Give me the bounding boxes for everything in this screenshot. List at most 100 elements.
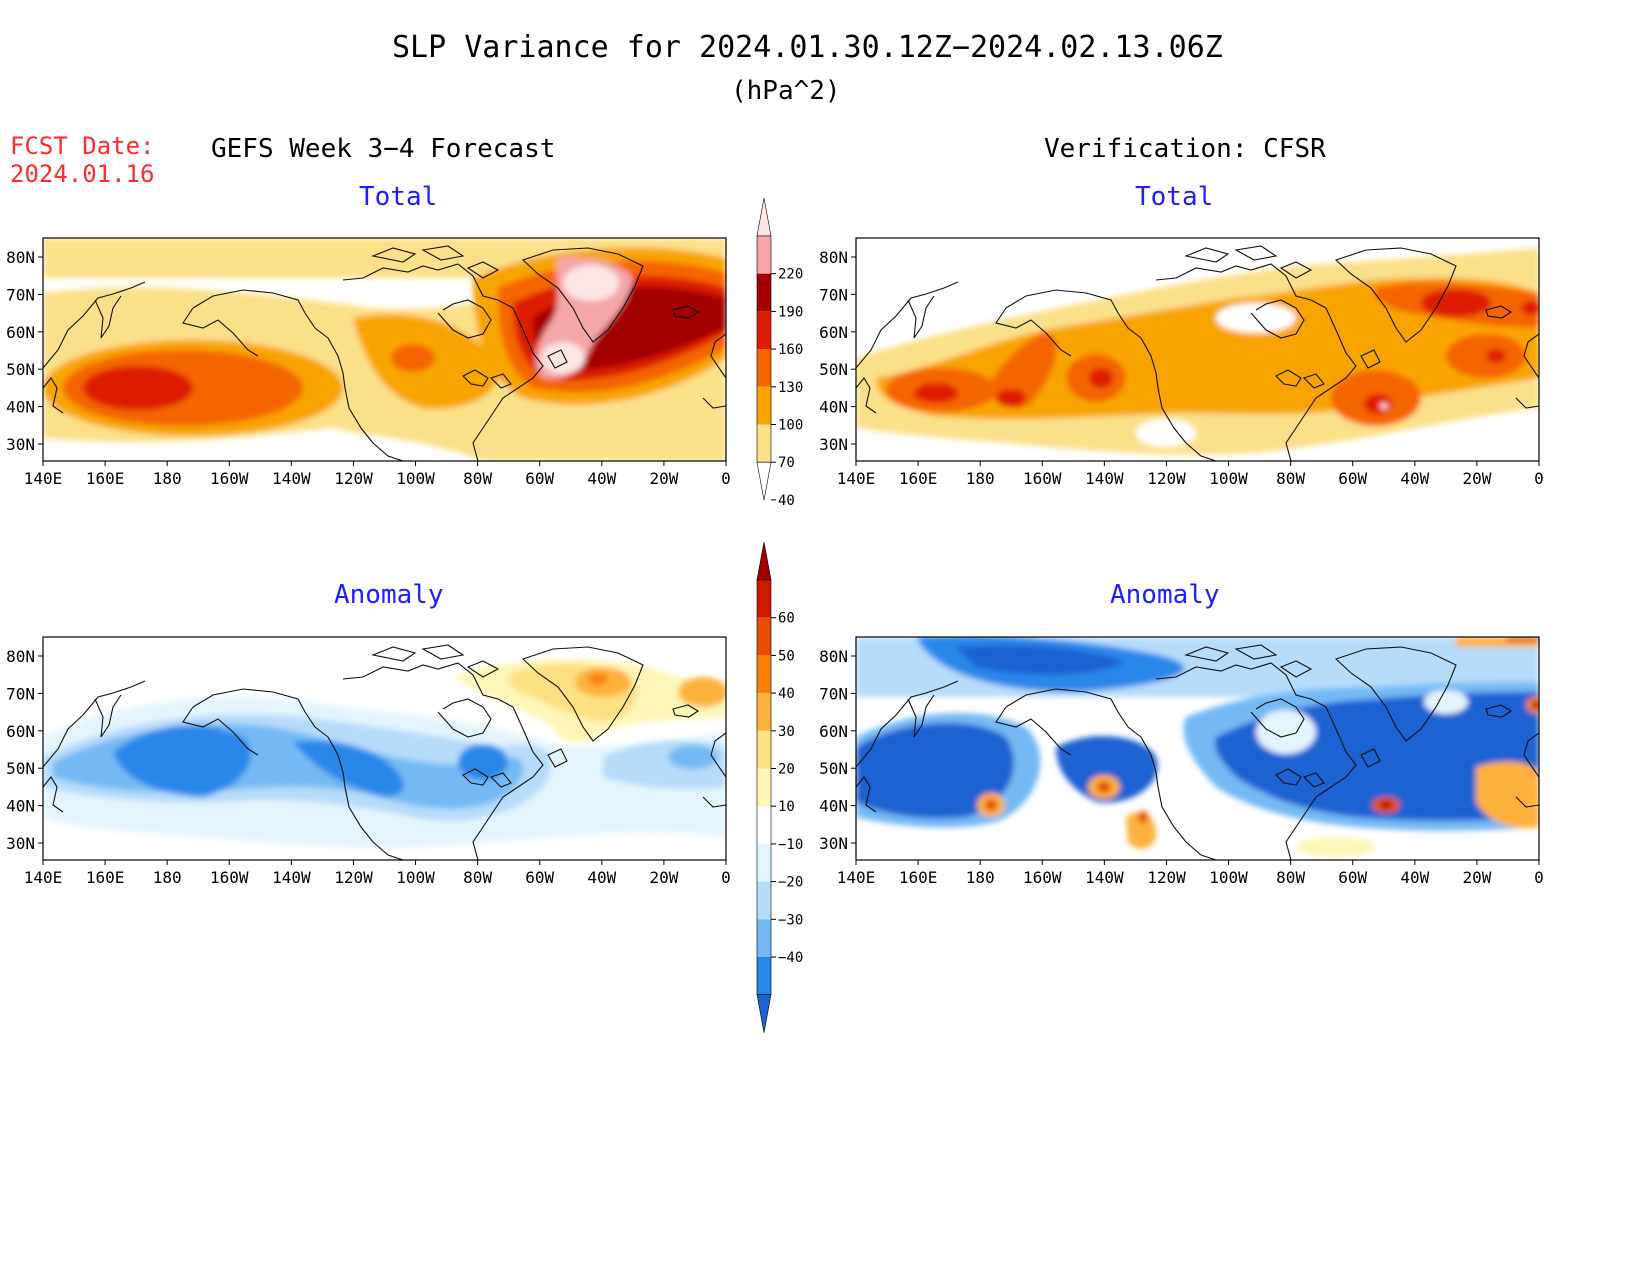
lon-tick-label: 140E — [24, 469, 63, 488]
lon-tick-label: 40W — [1400, 469, 1429, 488]
lon-tick-label: 80W — [463, 469, 492, 488]
panel-title-forecast-total: Total — [359, 182, 438, 212]
lon-tick-label: 160E — [86, 469, 125, 488]
colorbar-level-label: 50 — [778, 648, 795, 664]
map-forecast-anomaly — [42, 636, 727, 861]
colorbar-segment — [757, 957, 771, 995]
colorbar-level-label: −30 — [778, 912, 803, 928]
map-verification-total — [855, 237, 1540, 462]
forecast-heading: GEFS Week 3−4 Forecast — [211, 134, 556, 164]
lon-tick-label: 140W — [1085, 469, 1124, 488]
colorbar-segment — [757, 768, 771, 807]
lon-tick-label: 160E — [899, 469, 938, 488]
lon-tick-label: 100W — [1209, 868, 1248, 887]
lat-tick-label: 30N — [819, 435, 848, 454]
lon-tick-label: 60W — [1338, 868, 1367, 887]
lon-tick-label: 120W — [1147, 469, 1186, 488]
lon-tick-label: 0 — [721, 868, 731, 887]
lon-tick-label: 40W — [1400, 868, 1429, 887]
lon-tick-label: 160E — [86, 868, 125, 887]
lon-tick-label: 100W — [396, 469, 435, 488]
colorbar-level-label: 40 — [778, 493, 795, 509]
lon-tick-label: 160W — [210, 469, 249, 488]
lon-tick-label: 120W — [334, 868, 373, 887]
lon-tick-label: 100W — [1209, 469, 1248, 488]
lon-tick-label: 160W — [1023, 868, 1062, 887]
lat-tick-label: 30N — [6, 435, 35, 454]
lon-tick-label: 160W — [210, 868, 249, 887]
colorbar-extend-top — [756, 541, 772, 581]
lat-tick-label: 80N — [6, 248, 35, 267]
lon-tick-label: 160E — [899, 868, 938, 887]
colorbar-segment — [757, 424, 771, 463]
colorbar-level-label: 60 — [778, 611, 795, 627]
lon-tick-label: 140W — [1085, 868, 1124, 887]
colorbar-level-label: −40 — [778, 950, 803, 966]
colorbar-level-label: 220 — [778, 267, 803, 283]
colorbar-level-label: 70 — [778, 455, 795, 471]
panel-title-forecast-anomaly: Anomaly — [334, 580, 444, 610]
lat-tick-label: 40N — [6, 797, 35, 816]
panel-title-verification-total: Total — [1135, 182, 1214, 212]
fcst-date-label: FCST Date: — [10, 132, 155, 160]
lon-tick-label: 80W — [463, 868, 492, 887]
lat-tick-label: 60N — [6, 323, 35, 342]
colorbar-level-label: 190 — [778, 304, 803, 320]
colorbar-extend-top — [756, 197, 772, 237]
lat-tick-label: 60N — [819, 323, 848, 342]
lon-tick-label: 80W — [1276, 868, 1305, 887]
lat-tick-label: 70N — [6, 285, 35, 304]
colorbar-segment — [757, 617, 771, 656]
colorbar-total: 40 70 100 130 160 190 220 — [756, 197, 803, 509]
lon-tick-label: 20W — [1462, 469, 1491, 488]
lon-tick-label: 20W — [649, 868, 678, 887]
lon-tick-label: 120W — [334, 469, 373, 488]
colorbar-segment — [757, 881, 771, 920]
verification-heading: Verification: CFSR — [1044, 134, 1326, 164]
colorbar-level-label: −20 — [778, 875, 803, 891]
colorbar-anomaly: −40 −30 −20 −10 10 20 30 40 50 60 — [756, 541, 803, 1033]
lat-tick-label: 50N — [819, 360, 848, 379]
lon-tick-label: 180 — [153, 469, 182, 488]
lat-tick-label: 50N — [6, 360, 35, 379]
figure-title: SLP Variance for 2024.01.30.12Z−2024.02.… — [392, 30, 1223, 65]
panel-title-verification-anomaly: Anomaly — [1110, 580, 1220, 610]
colorbar-level-label: 10 — [778, 799, 795, 815]
lat-tick-label: 70N — [819, 684, 848, 703]
colorbar-segment — [757, 919, 771, 957]
lat-tick-label: 40N — [819, 398, 848, 417]
map-verification-anomaly — [855, 636, 1540, 861]
lon-tick-label: 140E — [837, 868, 876, 887]
lon-tick-label: 160W — [1023, 469, 1062, 488]
lon-tick-label: 180 — [966, 469, 995, 488]
lon-tick-label: 100W — [396, 868, 435, 887]
colorbar-level-label: −10 — [778, 837, 803, 853]
lat-tick-label: 40N — [819, 797, 848, 816]
lon-tick-label: 140E — [837, 469, 876, 488]
lon-tick-label: 40W — [587, 469, 616, 488]
fcst-date-value: 2024.01.16 — [10, 160, 155, 188]
lat-tick-label: 40N — [6, 398, 35, 417]
lat-tick-label: 70N — [819, 285, 848, 304]
lon-tick-label: 60W — [525, 868, 554, 887]
colorbar-segment — [757, 693, 771, 731]
colorbar-level-label: 160 — [778, 342, 803, 358]
lat-tick-label: 80N — [819, 647, 848, 666]
lon-tick-label: 60W — [525, 469, 554, 488]
colorbar-segment — [757, 730, 771, 769]
colorbar-level-label: 100 — [778, 418, 803, 434]
lat-tick-label: 60N — [6, 722, 35, 741]
colorbar-level-label: 30 — [778, 724, 795, 740]
lat-tick-label: 70N — [6, 684, 35, 703]
colorbar-extend-bottom — [756, 461, 772, 501]
colorbar-segment — [757, 580, 771, 618]
lat-tick-label: 50N — [819, 759, 848, 778]
units-label: (hPa^2) — [731, 76, 841, 106]
lon-tick-label: 140W — [272, 868, 311, 887]
lon-tick-label: 180 — [966, 868, 995, 887]
colorbar-segment — [757, 806, 771, 844]
colorbar-segment — [757, 386, 771, 425]
lat-tick-label: 30N — [6, 834, 35, 853]
colorbar-segment — [757, 349, 771, 387]
